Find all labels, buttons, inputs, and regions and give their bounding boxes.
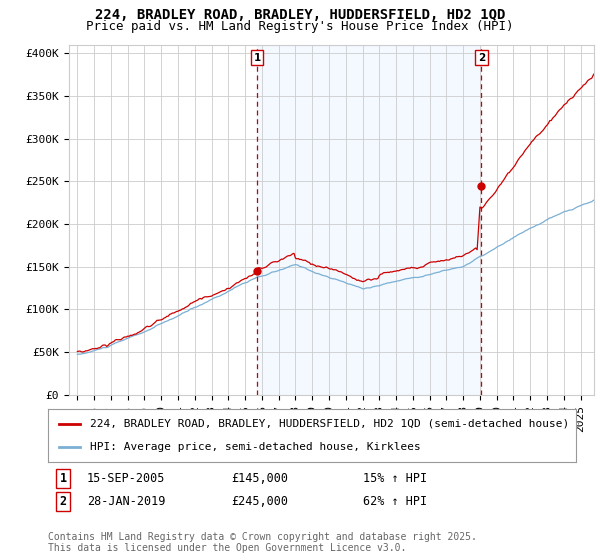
- Text: 1: 1: [59, 472, 67, 486]
- Text: 224, BRADLEY ROAD, BRADLEY, HUDDERSFIELD, HD2 1QD (semi-detached house): 224, BRADLEY ROAD, BRADLEY, HUDDERSFIELD…: [90, 419, 569, 429]
- Text: Contains HM Land Registry data © Crown copyright and database right 2025.
This d: Contains HM Land Registry data © Crown c…: [48, 531, 477, 553]
- Text: 15% ↑ HPI: 15% ↑ HPI: [363, 472, 427, 486]
- Text: £145,000: £145,000: [231, 472, 288, 486]
- Text: 1: 1: [253, 53, 260, 63]
- Text: 224, BRADLEY ROAD, BRADLEY, HUDDERSFIELD, HD2 1QD: 224, BRADLEY ROAD, BRADLEY, HUDDERSFIELD…: [95, 8, 505, 22]
- Text: 15-SEP-2005: 15-SEP-2005: [87, 472, 166, 486]
- Text: 62% ↑ HPI: 62% ↑ HPI: [363, 494, 427, 508]
- Text: Price paid vs. HM Land Registry's House Price Index (HPI): Price paid vs. HM Land Registry's House …: [86, 20, 514, 32]
- Bar: [257, 45, 481, 395]
- Text: 28-JAN-2019: 28-JAN-2019: [87, 494, 166, 508]
- Text: 2: 2: [478, 53, 485, 63]
- Text: 2: 2: [59, 494, 67, 508]
- Text: HPI: Average price, semi-detached house, Kirklees: HPI: Average price, semi-detached house,…: [90, 442, 421, 452]
- Text: £245,000: £245,000: [231, 494, 288, 508]
